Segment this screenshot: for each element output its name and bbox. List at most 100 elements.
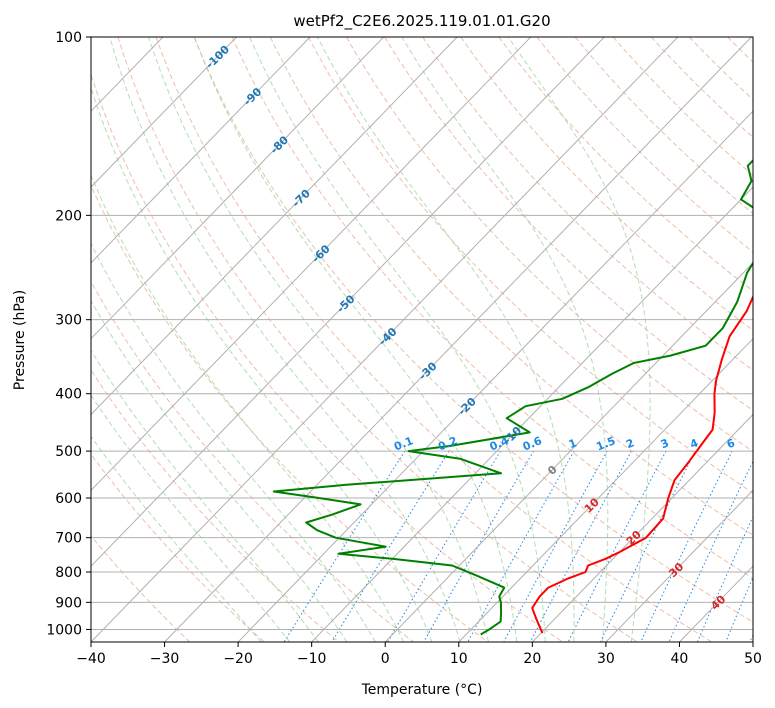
isotherm-line (91, 37, 532, 492)
dry-adiabat (91, 280, 414, 642)
isotherm-line (91, 37, 679, 642)
y-tick-label: 900 (55, 595, 82, 611)
dry-adiabat (346, 37, 753, 453)
moist-adiabat (91, 86, 433, 642)
isotherm-line (91, 37, 458, 416)
mixing-ratio-label: 2 (624, 436, 636, 451)
mixing-ratio-line (567, 450, 667, 642)
mixing-ratio-line (331, 450, 450, 642)
mixing-ratio-line (283, 450, 406, 642)
dry-adiabat (91, 73, 563, 642)
y-axis: 100 200 300 400 500 600 700 800 900 1000 (46, 30, 91, 638)
x-tick-label: −10 (297, 651, 327, 667)
isotherm-line (531, 413, 753, 642)
y-axis-label: Pressure (hPa) (12, 290, 28, 390)
y-tick-label: 600 (55, 491, 82, 507)
mixing-ratio-label: 8 (751, 436, 763, 451)
moist-adiabat (249, 37, 546, 642)
dry-adiabat (422, 37, 753, 371)
isotherm-line (91, 37, 384, 340)
dry-adiabat (307, 37, 753, 494)
temperature-line (531, 294, 753, 634)
plot-frame (90, 36, 754, 643)
dry-adiabat (536, 37, 753, 253)
moist-adiabat (91, 435, 262, 642)
x-tick-label: −30 (150, 651, 180, 667)
dry-adiabat (650, 37, 753, 139)
moist-adiabat (148, 37, 489, 642)
isotherm-line (91, 37, 311, 264)
dry-adiabat (689, 37, 753, 101)
x-tick-label: 20 (523, 651, 541, 667)
dry-adiabat (91, 184, 489, 642)
mixing-ratio-line (503, 450, 608, 642)
isotherm-line (91, 37, 237, 188)
dewpoint-line (272, 159, 753, 636)
isotherm-line (91, 37, 605, 567)
dry-adiabat (155, 37, 713, 642)
mixing-ratio-label: 3 (659, 436, 671, 451)
mixing-ratio-line (640, 450, 733, 642)
isotherm-line (605, 489, 753, 642)
moist-adiabat (401, 37, 609, 642)
isotherm-line (311, 186, 753, 642)
y-tick-label: 200 (55, 208, 82, 224)
x-tick-label: 0 (381, 651, 390, 667)
dry-adiabat (91, 453, 265, 642)
dry-adiabat (193, 37, 753, 623)
isotherm-label: -100 (203, 43, 232, 72)
x-tick-label: −40 (76, 651, 106, 667)
dry-adiabat (727, 37, 753, 63)
x-tick-label: 40 (671, 651, 689, 667)
moist-adiabat (91, 299, 348, 642)
moist-adiabat (194, 37, 518, 642)
dry-adiabat (498, 37, 753, 292)
y-tick-label: 1000 (46, 622, 82, 638)
isotherm-line (458, 337, 753, 642)
isotherm-line (237, 110, 753, 642)
x-tick-label: 30 (597, 651, 615, 667)
dry-adiabat (574, 37, 753, 215)
dry-adiabat (460, 37, 753, 331)
mixing-ratio-label: 1 (567, 436, 579, 451)
dry-adiabat (269, 37, 753, 536)
x-tick-label: 50 (744, 651, 762, 667)
y-tick-label: 300 (55, 313, 82, 329)
mixing-ratio-line (423, 450, 535, 642)
mixing-ratio-line (696, 515, 753, 642)
dry-adiabat (766, 37, 775, 642)
mixing-ratio-label: 6 (725, 436, 737, 451)
mixing-ratio-line (668, 460, 753, 642)
mixing-ratio-label: 4 (688, 436, 700, 451)
moist-adiabat (91, 349, 319, 642)
moist-adiabat (109, 37, 461, 642)
x-axis: −40 −30 −20 −10 0 10 20 30 40 50 (76, 642, 762, 667)
mixing-ratio-line (749, 633, 753, 642)
moist-adiabat (507, 37, 651, 642)
moist-adiabat (91, 242, 376, 642)
moist-adiabat (91, 174, 405, 642)
dry-adiabat (384, 37, 753, 412)
x-axis-label: Temperature (°C) (361, 682, 483, 698)
dry-adiabat (117, 37, 638, 642)
dry-adiabat (91, 368, 340, 642)
moist-adiabat (317, 37, 575, 642)
plot-area (91, 37, 775, 642)
y-tick-label: 500 (55, 444, 82, 460)
dry-adiabat (91, 535, 191, 642)
mixing-ratio-line (599, 450, 696, 642)
y-tick-label: 100 (55, 30, 82, 46)
y-tick-label: 400 (55, 387, 82, 403)
x-tick-label: −20 (223, 651, 253, 667)
isotherm-line (752, 641, 753, 642)
x-tick-label: 10 (450, 651, 468, 667)
moist-adiabat (91, 394, 291, 642)
chart-title: wetPf2_C2E6.2025.119.01.01.G20 (293, 12, 550, 31)
mixing-ratio-line (529, 450, 632, 642)
y-tick-label: 700 (55, 531, 82, 547)
isotherm-line (384, 262, 753, 642)
mixing-ratio-line (467, 450, 575, 642)
y-tick-label: 800 (55, 565, 82, 581)
isotherm-line (164, 37, 752, 642)
